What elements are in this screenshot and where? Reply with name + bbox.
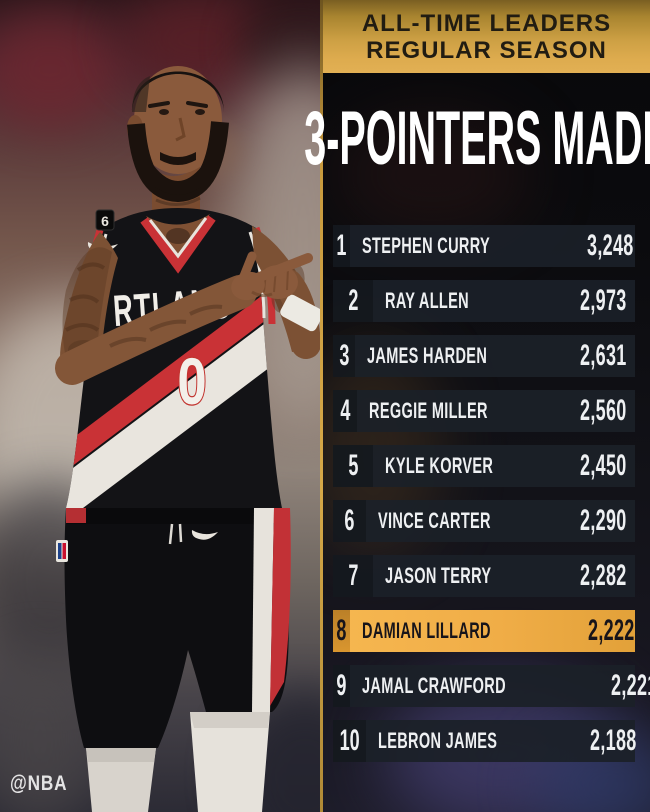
banner-line-1: ALL-TIME LEADERS <box>361 9 612 37</box>
player-value-text: 2,188 <box>590 724 637 757</box>
leaderboard-row: 9 JAMAL CRAWFORD 2,221 <box>333 665 650 707</box>
leaderboard-row: 7 JASON TERRY 2,282 <box>333 555 635 597</box>
player-name: JASON TERRY <box>385 563 546 589</box>
player-value: 2,631 <box>549 339 635 373</box>
player-value: 2,290 <box>549 504 635 538</box>
player-value-text: 2,282 <box>580 559 627 592</box>
rank-number: 7 <box>347 559 359 592</box>
rank-cell: 10 <box>333 720 367 762</box>
crowd-blur <box>0 10 120 130</box>
leaderboard-row: 10 LEBRON JAMES 2,188 <box>333 720 636 762</box>
leaderboard-row-highlighted: 8 DAMIAN LILLARD 2,222 <box>333 610 635 652</box>
player-name: VINCE CARTER <box>378 508 549 534</box>
player-name-text: JAMAL CRAWFORD <box>361 673 506 698</box>
player-name: JAMAL CRAWFORD <box>362 673 580 699</box>
rank-cell: 4 <box>333 390 358 432</box>
header-banner: ALL-TIME LEADERS REGULAR SEASON <box>323 0 650 73</box>
rank-cell: 7 <box>333 555 373 597</box>
jersey-patch-number: 6 <box>101 213 109 229</box>
rank-cell: 1 <box>333 225 350 267</box>
player-value-text: 2,221 <box>610 669 650 702</box>
panel-blur <box>333 110 533 240</box>
player-value-text: 2,222 <box>587 614 635 647</box>
rank-cell: 6 <box>333 500 367 542</box>
player-name: KYLE KORVER <box>385 453 549 479</box>
player-value: 2,973 <box>549 284 635 318</box>
player-value: 2,221 <box>580 669 650 703</box>
rank-number: 8 <box>336 614 347 647</box>
player-value-text: 2,631 <box>580 339 627 372</box>
player-photo: 6 RTLAND 0 <box>0 0 320 812</box>
leaderboard-row: 3 JAMES HARDEN 2,631 <box>333 335 635 377</box>
leaderboard-rows: 1 STEPHEN CURRY 3,248 2 RAY ALLEN 2,973 3 JAMES… <box>333 225 650 775</box>
rank-number: 9 <box>336 669 347 702</box>
player-value: 2,188 <box>559 724 645 758</box>
leaderboard-row: 6 VINCE CARTER 2,290 <box>333 500 635 542</box>
player-name: STEPHEN CURRY <box>362 233 556 259</box>
stat-title-text: 3-POINTERS MADE <box>304 95 650 181</box>
player-name-text: DAMIAN LILLARD <box>361 618 491 643</box>
jersey-number: 0 <box>177 344 206 418</box>
rank-number: 4 <box>340 394 351 427</box>
rank-number: 6 <box>344 504 355 537</box>
player-illustration: 6 RTLAND 0 <box>55 66 320 812</box>
player-name-text: REGGIE MILLER <box>369 398 489 423</box>
player-value-text: 3,248 <box>586 229 634 262</box>
player-name-text: LEBRON JAMES <box>378 728 498 753</box>
player-name: REGGIE MILLER <box>369 398 549 424</box>
player-value: 2,222 <box>557 614 643 648</box>
player-name: RAY ALLEN <box>385 288 512 314</box>
player-name-text: RAY ALLEN <box>385 288 469 313</box>
rank-number: 5 <box>347 449 359 482</box>
player-name: DAMIAN LILLARD <box>362 618 557 644</box>
rank-cell: 2 <box>333 280 373 322</box>
player-value: 2,450 <box>549 449 635 483</box>
stat-title: 3-POINTERS MADE <box>304 73 650 203</box>
player-value: 2,282 <box>549 559 635 593</box>
rank-number: 3 <box>339 339 350 372</box>
player-name: LEBRON JAMES <box>378 728 559 754</box>
player-name: JAMES HARDEN <box>367 343 549 369</box>
gold-divider <box>320 0 323 812</box>
player-name-text: KYLE KORVER <box>385 453 494 478</box>
rank-number: 10 <box>339 724 360 757</box>
player-name-text: STEPHEN CURRY <box>361 233 490 258</box>
player-name-text: VINCE CARTER <box>378 508 492 533</box>
nba-watermark: @NBA <box>10 772 68 795</box>
player-name-text: JASON TERRY <box>385 563 492 588</box>
banner-line-2: REGULAR SEASON <box>366 36 607 64</box>
player-value: 3,248 <box>556 229 642 263</box>
player-value: 2,560 <box>549 394 635 428</box>
player-value-text: 2,290 <box>580 504 627 537</box>
rank-cell: 9 <box>333 665 350 707</box>
rank-number: 2 <box>347 284 359 317</box>
player-value-text: 2,560 <box>580 394 627 427</box>
rank-number: 1 <box>336 229 347 262</box>
leaderboard-row: 5 KYLE KORVER 2,450 <box>333 445 635 487</box>
player-value-text: 2,973 <box>580 284 627 317</box>
player-name-text: JAMES HARDEN <box>367 343 488 368</box>
leaderboard-row: 2 RAY ALLEN 2,973 <box>333 280 635 322</box>
leaderboard-row: 1 STEPHEN CURRY 3,248 <box>333 225 635 267</box>
player-value-text: 2,450 <box>580 449 627 482</box>
rank-cell: 8 <box>333 610 350 652</box>
rank-cell: 5 <box>333 445 373 487</box>
leaderboard-row: 4 REGGIE MILLER 2,560 <box>333 390 635 432</box>
rank-cell: 3 <box>333 335 356 377</box>
